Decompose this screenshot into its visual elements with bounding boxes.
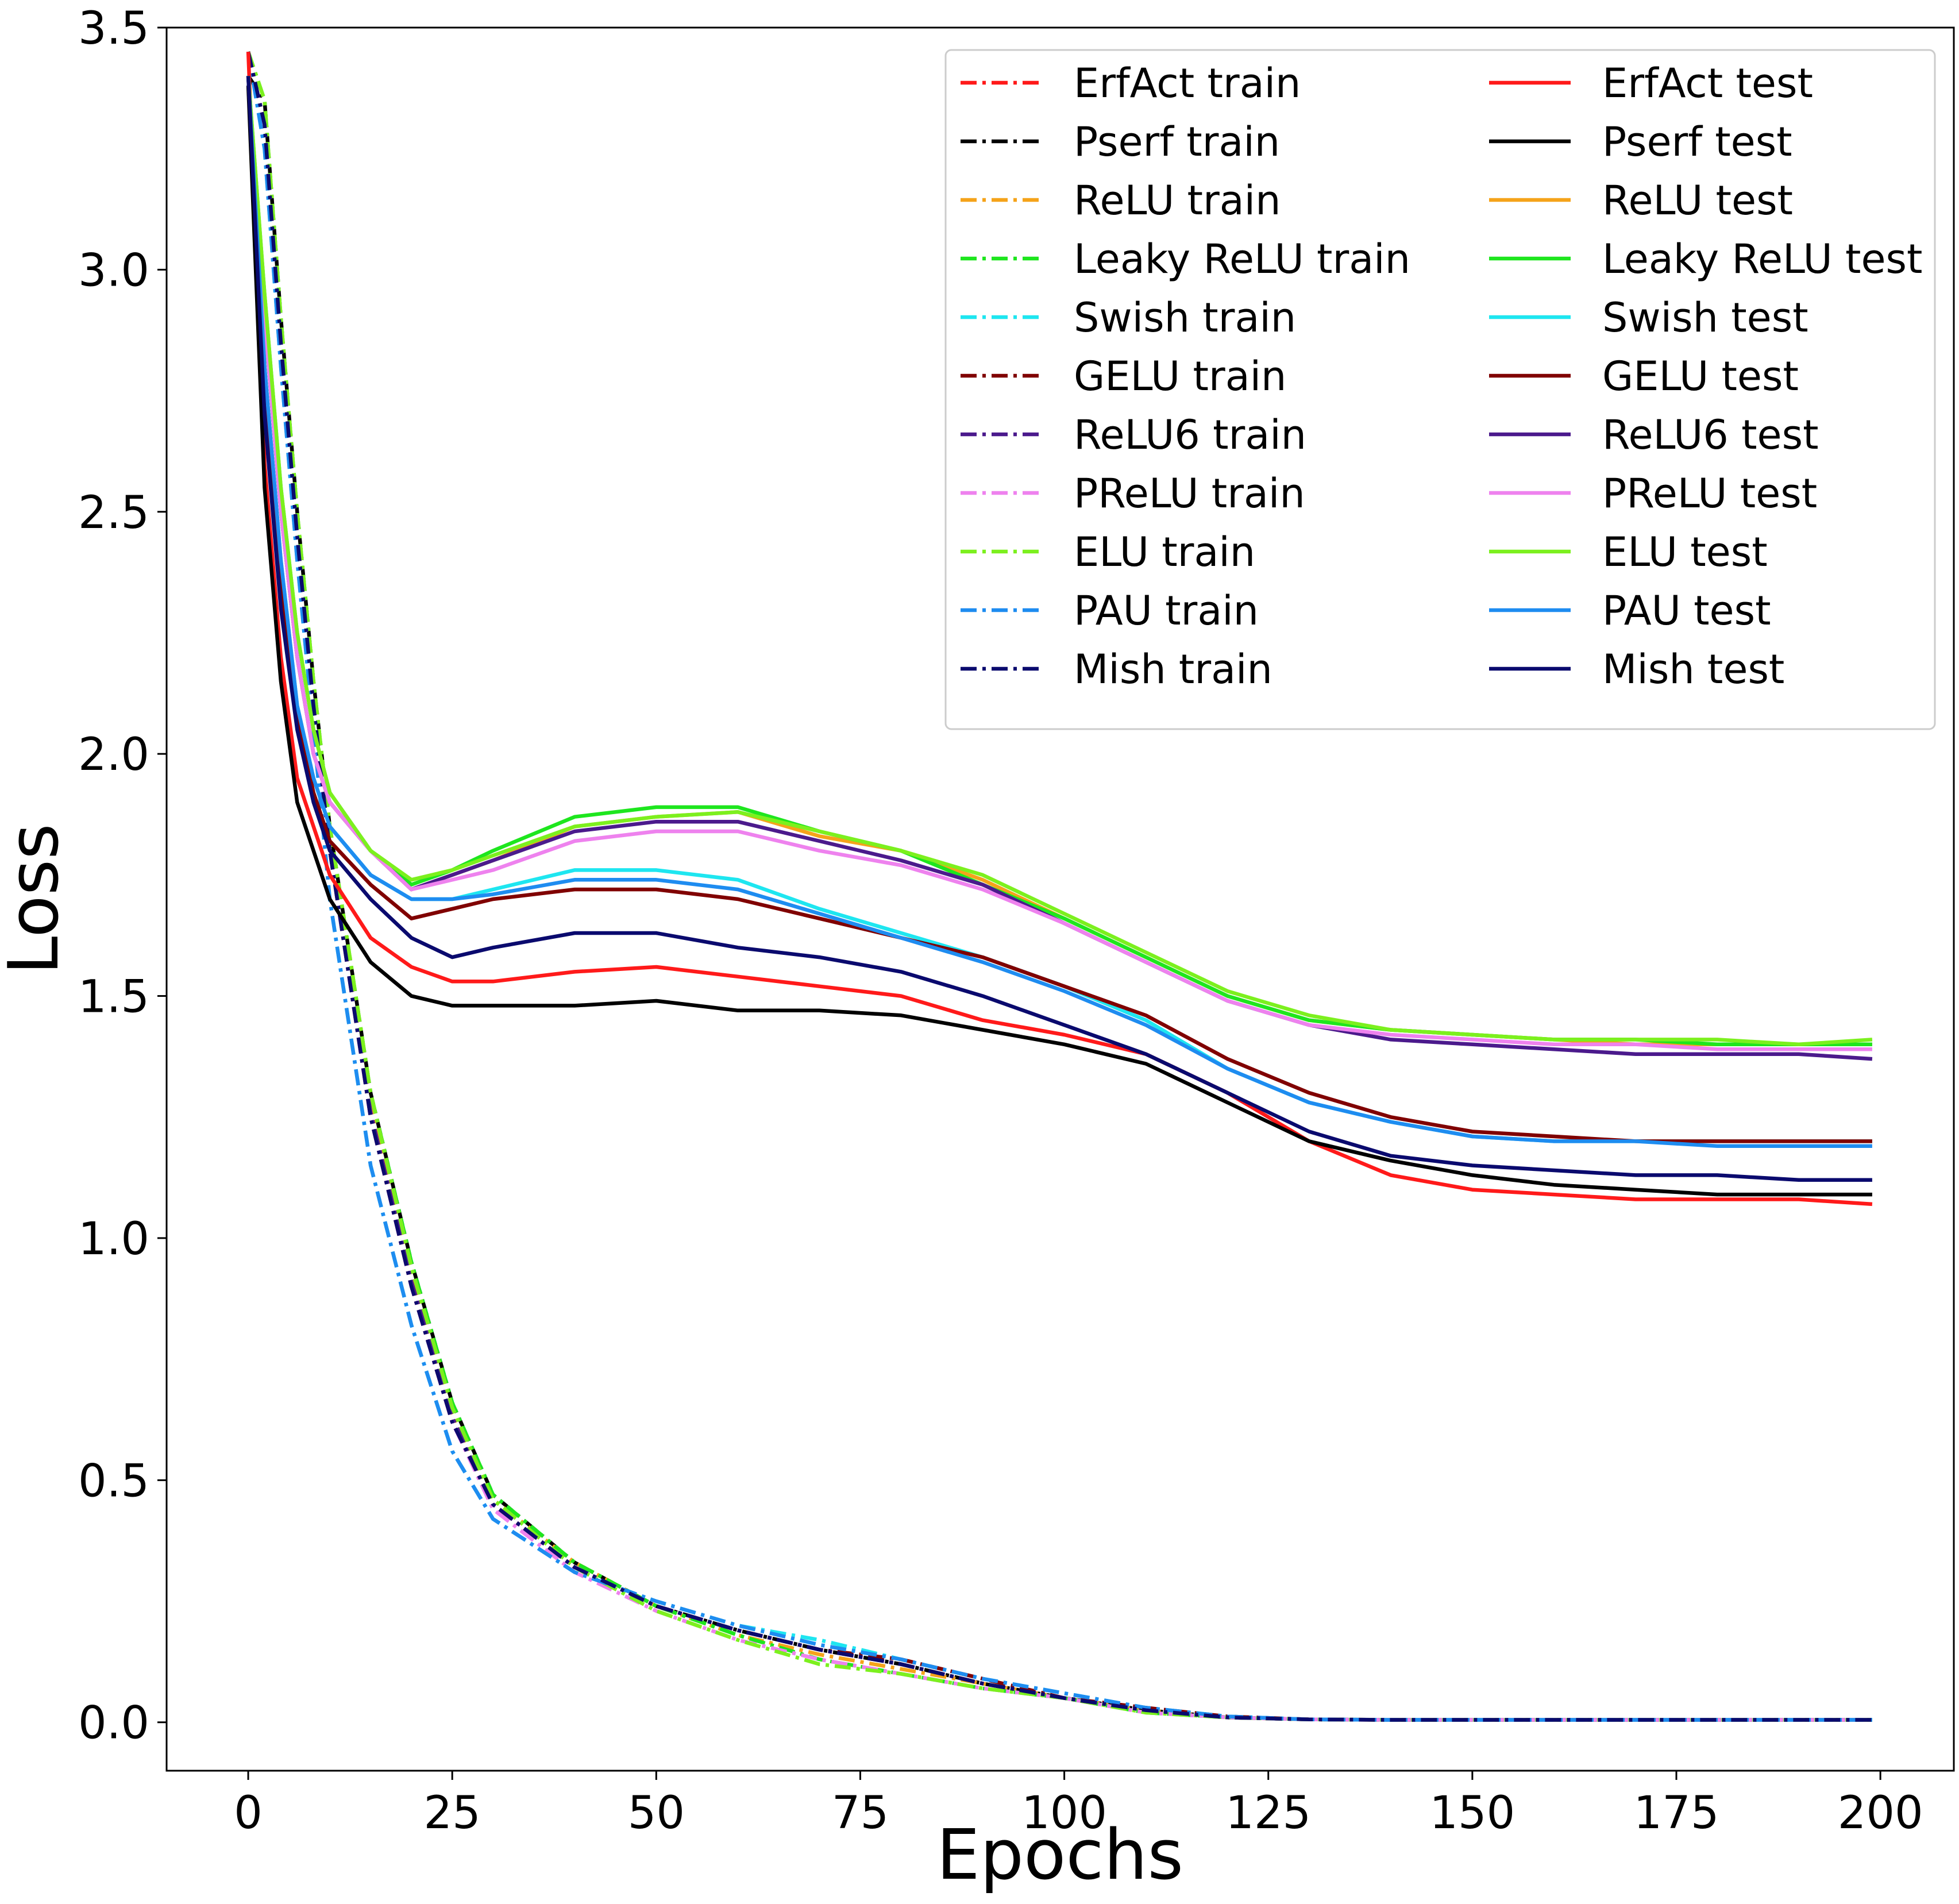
legend-label: PAU test: [1602, 587, 1771, 634]
y-tick-label: 2.5: [78, 487, 149, 539]
legend-label: Pserf train: [1074, 118, 1280, 165]
series-line: [246, 76, 1872, 1182]
y-tick-label: 2.0: [78, 729, 149, 781]
y-tick-label: 0.5: [78, 1455, 149, 1507]
y-tick-label: 0.0: [78, 1698, 149, 1749]
x-tick-label: 75: [832, 1787, 889, 1839]
series-line: [246, 51, 1873, 1207]
y-tick-label: 1.0: [78, 1213, 149, 1265]
x-tick-label: 25: [424, 1787, 481, 1839]
legend-label: Leaky ReLU train: [1074, 236, 1410, 283]
legend-label: PAU train: [1074, 587, 1259, 634]
series-line: [246, 85, 1872, 1197]
legend-label: PReLU train: [1074, 470, 1305, 517]
legend-label: ReLU6 train: [1074, 411, 1306, 458]
x-tick-label: 100: [1021, 1787, 1107, 1839]
x-tick-label: 175: [1634, 1787, 1719, 1839]
series-line: [246, 51, 1872, 1722]
x-tick-label: 0: [234, 1787, 263, 1839]
legend-label: GELU train: [1074, 353, 1286, 400]
legend-label: ReLU test: [1602, 177, 1793, 224]
legend-label: ELU train: [1074, 529, 1255, 576]
legend-label: Swish train: [1074, 294, 1296, 341]
legend-label: ErfAct train: [1074, 60, 1301, 107]
y-axis-label: Loss: [0, 823, 74, 974]
legend-label: Leaky ReLU test: [1602, 236, 1922, 283]
y-tick-label: 3.0: [78, 245, 149, 296]
legend-label: ReLU train: [1074, 177, 1281, 224]
legend-label: GELU test: [1602, 353, 1799, 400]
y-tick-label: 1.5: [78, 972, 149, 1023]
x-tick-label: 200: [1838, 1787, 1923, 1839]
legend-label: ReLU6 test: [1602, 411, 1819, 458]
legend-label: PReLU test: [1602, 470, 1817, 517]
x-tick-label: 50: [628, 1787, 685, 1839]
legend-box: [944, 49, 1936, 730]
axes-frame: [165, 26, 1955, 1772]
legend-label: ELU test: [1602, 529, 1768, 576]
legend-label: Swish test: [1602, 294, 1808, 341]
x-axis-label: Epochs: [936, 1816, 1183, 1895]
series-line: [246, 76, 1872, 1143]
x-tick-label: 125: [1225, 1787, 1311, 1839]
legend-label: Mish test: [1602, 646, 1784, 693]
series-line: [246, 76, 1873, 1047]
x-tick-label: 150: [1429, 1787, 1515, 1839]
legend-label: Mish train: [1074, 646, 1272, 693]
legend-label: ErfAct test: [1602, 60, 1813, 107]
series-line: [246, 76, 1872, 1148]
y-tick-label: 3.5: [78, 3, 149, 55]
legend-label: Pserf test: [1602, 118, 1792, 165]
plot-area: [246, 51, 1873, 1722]
series-line: [246, 76, 1872, 1051]
